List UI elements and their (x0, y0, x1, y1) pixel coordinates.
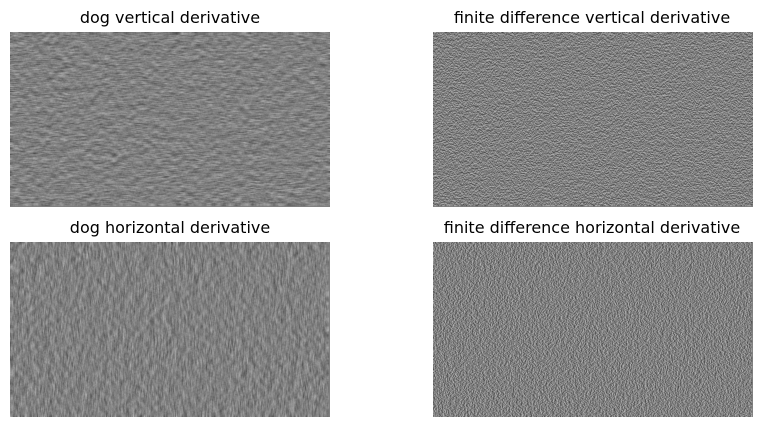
panel-title-fd-horizontal: finite difference horizontal derivative (443, 218, 741, 237)
finite-difference-horizontal-derivative-image (433, 242, 753, 417)
dog-horizontal-derivative-image (10, 242, 330, 417)
dog-vertical-derivative-image (10, 32, 330, 207)
finite-difference-vertical-derivative-image (433, 32, 753, 207)
panel-title-fd-vertical: finite difference vertical derivative (453, 8, 731, 27)
panel-title-dog-horizontal: dog horizontal derivative (69, 218, 271, 237)
panel-title-dog-vertical: dog vertical derivative (79, 8, 261, 27)
